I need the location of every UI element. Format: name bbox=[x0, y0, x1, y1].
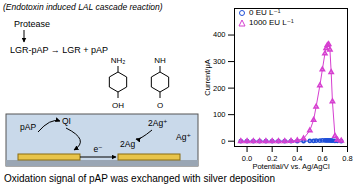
svg-text:NH₂: NH₂ bbox=[111, 56, 126, 65]
svg-text:Ag⁺: Ag⁺ bbox=[176, 132, 191, 142]
svg-text:Potential/V vs. Ag/AgCl: Potential/V vs. Ag/AgCl bbox=[252, 162, 329, 171]
svg-text:(Endotoxin induced LAL cascade: (Endotoxin induced LAL cascade reaction) bbox=[3, 2, 163, 12]
svg-text:300: 300 bbox=[213, 57, 226, 66]
svg-text:0.2: 0.2 bbox=[266, 153, 278, 163]
svg-text:100: 100 bbox=[213, 110, 226, 119]
svg-text:400: 400 bbox=[213, 30, 226, 39]
svg-text:O: O bbox=[157, 101, 163, 110]
svg-text:Protease: Protease bbox=[14, 19, 50, 29]
html-text:1000 EU L⁻¹: 1000 EU L⁻¹ bbox=[249, 18, 294, 27]
svg-text:QI: QI bbox=[62, 116, 71, 126]
svg-text:OH: OH bbox=[112, 101, 124, 110]
svg-text:Current/μA: Current/μA bbox=[203, 59, 212, 95]
svg-text:pAP: pAP bbox=[20, 122, 36, 132]
svg-text:NH: NH bbox=[154, 56, 166, 65]
svg-text:e⁻: e⁻ bbox=[93, 144, 102, 154]
svg-text:LGR-pAP → LGR + pAP: LGR-pAP → LGR + pAP bbox=[10, 45, 108, 55]
svg-text:0: 0 bbox=[221, 137, 225, 146]
html-text:Oxidation signal of pAP was ex: Oxidation signal of pAP was exchanged wi… bbox=[4, 173, 276, 184]
svg-text:2Ag⁺: 2Ag⁺ bbox=[148, 118, 168, 128]
svg-text:0.0: 0.0 bbox=[242, 154, 252, 163]
svg-text:0.8: 0.8 bbox=[342, 154, 352, 163]
svg-text:2Ag: 2Ag bbox=[120, 139, 135, 149]
html-text:0 EU L⁻¹: 0 EU L⁻¹ bbox=[249, 8, 281, 17]
svg-text:0.6: 0.6 bbox=[317, 153, 328, 163]
svg-text:0.4: 0.4 bbox=[292, 153, 303, 163]
svg-text:200: 200 bbox=[213, 84, 226, 93]
